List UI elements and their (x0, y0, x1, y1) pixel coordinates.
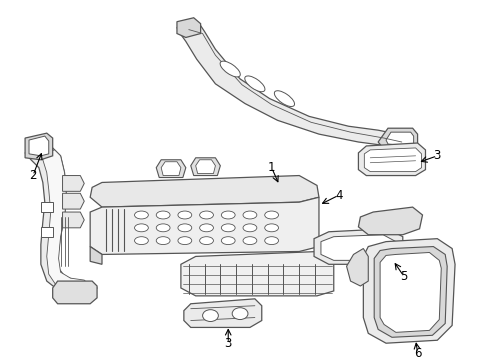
Ellipse shape (243, 237, 257, 244)
Ellipse shape (265, 211, 278, 219)
Polygon shape (378, 128, 417, 150)
Polygon shape (365, 148, 421, 172)
Ellipse shape (156, 211, 170, 219)
Ellipse shape (202, 310, 219, 321)
Ellipse shape (265, 237, 278, 244)
Polygon shape (161, 162, 181, 176)
Polygon shape (25, 133, 53, 160)
Text: 3: 3 (224, 337, 232, 350)
Ellipse shape (199, 237, 214, 244)
Ellipse shape (274, 91, 294, 107)
Polygon shape (63, 176, 84, 191)
Polygon shape (346, 248, 368, 286)
Ellipse shape (265, 224, 278, 232)
Polygon shape (90, 247, 102, 264)
Ellipse shape (156, 237, 170, 244)
Polygon shape (177, 18, 200, 37)
Ellipse shape (156, 224, 170, 232)
Polygon shape (156, 160, 186, 177)
Polygon shape (177, 22, 406, 146)
Ellipse shape (135, 237, 148, 244)
Ellipse shape (232, 308, 248, 320)
Ellipse shape (135, 224, 148, 232)
Text: 2: 2 (29, 169, 37, 182)
Ellipse shape (221, 211, 235, 219)
Text: 5: 5 (400, 270, 408, 283)
Polygon shape (358, 143, 425, 176)
Ellipse shape (221, 224, 235, 232)
Polygon shape (43, 150, 90, 292)
Text: 1: 1 (268, 161, 275, 174)
Ellipse shape (178, 237, 192, 244)
Polygon shape (63, 193, 84, 209)
Text: 4: 4 (335, 189, 343, 202)
Ellipse shape (199, 224, 214, 232)
Polygon shape (63, 212, 84, 228)
Polygon shape (53, 281, 97, 304)
Ellipse shape (135, 211, 148, 219)
Ellipse shape (221, 237, 235, 244)
Bar (41, 202, 53, 212)
Polygon shape (364, 239, 455, 343)
Polygon shape (321, 235, 396, 260)
Ellipse shape (178, 224, 192, 232)
Ellipse shape (178, 211, 192, 219)
Polygon shape (90, 176, 319, 207)
Text: 6: 6 (414, 347, 421, 360)
Polygon shape (181, 252, 334, 296)
Ellipse shape (220, 61, 240, 77)
Bar (41, 227, 53, 237)
Polygon shape (29, 136, 49, 156)
Text: 3: 3 (434, 149, 441, 162)
Polygon shape (196, 160, 216, 174)
Polygon shape (380, 252, 441, 332)
Polygon shape (184, 299, 262, 328)
Polygon shape (90, 197, 319, 255)
Polygon shape (374, 247, 447, 337)
Ellipse shape (243, 211, 257, 219)
Polygon shape (358, 207, 422, 235)
Ellipse shape (243, 224, 257, 232)
Polygon shape (386, 132, 414, 146)
Ellipse shape (199, 211, 214, 219)
Polygon shape (25, 146, 97, 296)
Polygon shape (314, 229, 403, 264)
Polygon shape (191, 158, 220, 176)
Ellipse shape (245, 76, 265, 92)
